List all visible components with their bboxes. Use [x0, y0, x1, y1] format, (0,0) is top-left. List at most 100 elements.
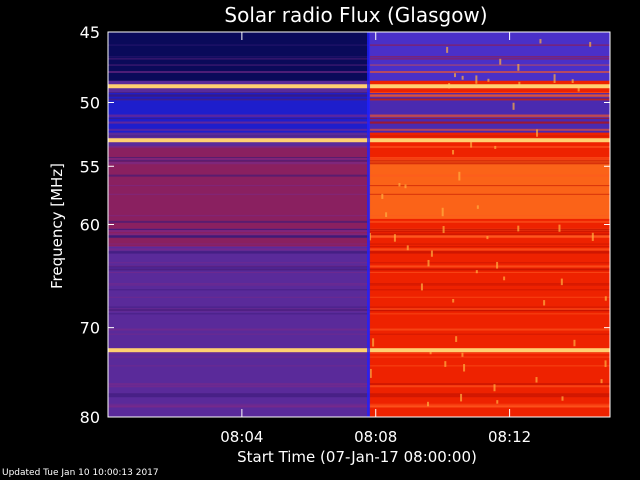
post-speckle [558, 224, 561, 232]
post-streak [369, 135, 610, 137]
pre-streak [108, 64, 370, 66]
pre-streak [108, 252, 370, 254]
post-speckle [600, 379, 603, 384]
pre-streak [108, 233, 370, 236]
pre-streak [108, 174, 370, 177]
post-streak [369, 95, 610, 98]
pre-streak [108, 220, 370, 223]
post-streak [369, 58, 610, 60]
axis-ticks: 45 50 55 60 70 80 08:04 08:08 08:12 [80, 23, 610, 446]
post-streak [369, 235, 610, 238]
pre-streak [108, 249, 370, 251]
post-streak [369, 230, 610, 233]
pre-streak [108, 58, 370, 60]
bright-band [108, 348, 610, 353]
post-speckle [455, 336, 458, 342]
post-speckle [470, 139, 473, 148]
post-speckle [535, 377, 538, 383]
post-speckle [452, 149, 455, 155]
pre-streak [108, 229, 370, 231]
post-streak [369, 328, 610, 331]
post-speckle [577, 85, 580, 92]
pre-streak [108, 352, 370, 354]
post-speckle [573, 339, 576, 347]
post-streak [369, 185, 610, 187]
pre-streak [108, 383, 370, 386]
post-speckle [442, 226, 445, 234]
y-tick-label: 55 [80, 157, 100, 176]
post-speckle [487, 78, 490, 82]
x-tick-label: 08:08 [354, 428, 397, 446]
pre-streak [108, 235, 370, 238]
post-speckle [476, 205, 479, 209]
pre-streak [108, 405, 370, 408]
post-streak [369, 405, 610, 408]
pre-streak [108, 250, 370, 253]
pre-streak [108, 309, 370, 311]
post-streak [369, 395, 610, 398]
post-streak [369, 94, 610, 97]
post-speckle [463, 364, 466, 372]
pre-streak [108, 117, 370, 119]
post-speckle [499, 58, 502, 65]
post-streak [369, 92, 610, 94]
y-tick-label: 45 [80, 23, 100, 42]
pre-streak [108, 115, 370, 118]
pre-streak [108, 328, 370, 331]
post-speckle [369, 368, 372, 378]
post-speckle [461, 75, 464, 80]
post-streak [369, 128, 610, 131]
post-speckle [458, 171, 461, 181]
post-streak [369, 64, 610, 66]
post-speckle [561, 396, 564, 401]
post-streak [369, 117, 610, 119]
post-speckle [426, 401, 429, 407]
pre-streak [108, 395, 370, 398]
y-tick-label: 50 [80, 94, 100, 113]
pre-streak [108, 215, 370, 217]
pre-streak [108, 306, 370, 308]
post-streak [369, 98, 610, 101]
pre-streak [108, 114, 370, 116]
post-speckle [496, 400, 499, 404]
pre-streak [108, 135, 370, 137]
post-streak [369, 306, 610, 308]
post-streak [369, 114, 610, 116]
pre-streak [108, 92, 370, 94]
pre-streak [108, 145, 370, 148]
post-streak [369, 246, 610, 248]
pre-streak [108, 156, 370, 158]
post-streak [369, 159, 610, 162]
pre-streak [108, 230, 370, 233]
post-streak [369, 56, 610, 58]
post-speckle [539, 38, 542, 44]
post-speckle [454, 73, 457, 78]
post-streak [369, 356, 610, 358]
pre-streak [108, 44, 370, 46]
post-streak [369, 243, 610, 245]
post-streak [369, 44, 610, 46]
pre-streak [108, 95, 370, 98]
post-speckle [518, 81, 521, 86]
post-streak [369, 115, 610, 118]
pre-streak [108, 248, 370, 251]
post-streak [369, 313, 610, 315]
post-speckle [427, 259, 430, 267]
post-speckle [381, 193, 384, 199]
post-speckle [494, 145, 497, 149]
post-streak [369, 265, 610, 268]
pre-streak [108, 56, 370, 58]
post-speckle [420, 283, 423, 291]
post-streak [369, 249, 610, 251]
bright-band [108, 138, 610, 143]
pre-streak [108, 193, 370, 195]
post-streak [369, 156, 610, 158]
y-axis-label: Frequency [MHz] [48, 163, 66, 289]
post-speckle [543, 300, 546, 306]
y-tick-label: 80 [80, 408, 100, 427]
post-speckle [475, 75, 478, 84]
pre-streak [108, 162, 370, 165]
post-speckle [452, 298, 455, 303]
post-speckle [591, 232, 594, 241]
post-speckle [560, 278, 563, 286]
